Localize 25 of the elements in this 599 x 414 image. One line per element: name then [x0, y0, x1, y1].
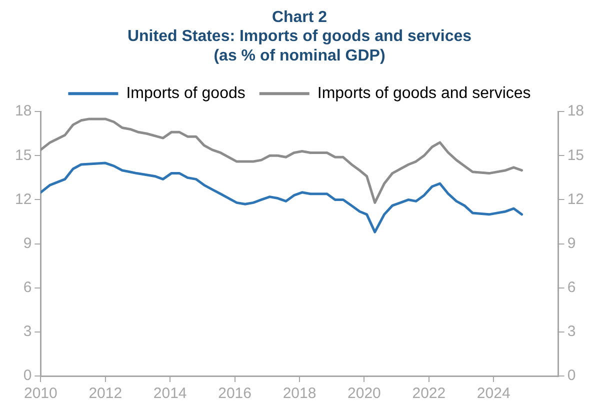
- y-tick-label: 18: [14, 102, 32, 120]
- x-tick-label: 2018: [282, 385, 316, 402]
- y2-tick-label: 0: [567, 367, 576, 384]
- legend-label: Imports of goods: [126, 85, 246, 102]
- y2-tick-label: 6: [567, 279, 576, 296]
- y2-tick-label: 9: [567, 234, 576, 252]
- y2-tick-label: 15: [567, 146, 584, 164]
- x-tick-label: 2014: [153, 385, 187, 402]
- y-tick-label: 6: [23, 279, 32, 296]
- y-tick-label: 0: [23, 367, 32, 384]
- y2-tick-label: 12: [567, 190, 584, 208]
- y2-tick-label: 18: [567, 102, 584, 120]
- y2-tick-label: 3: [567, 323, 576, 340]
- y-tick-label: 15: [14, 146, 32, 164]
- x-tick-label: 2020: [348, 385, 381, 402]
- chart-title: Chart 2 United States: Imports of goods and services (as % of nominal GDP): [127, 9, 472, 64]
- x-tick-label: 2022: [412, 385, 446, 402]
- y-tick-label: 3: [23, 323, 32, 340]
- y-tick-label: 12: [14, 190, 32, 208]
- x-tick-label: 2012: [88, 385, 122, 402]
- x-tick-label: 2016: [218, 385, 252, 402]
- legend-label: Imports of goods and services: [317, 85, 531, 102]
- y-tick-label: 9: [23, 234, 32, 252]
- x-tick-label: 2010: [24, 385, 58, 402]
- x-tick-label: 2024: [476, 385, 510, 402]
